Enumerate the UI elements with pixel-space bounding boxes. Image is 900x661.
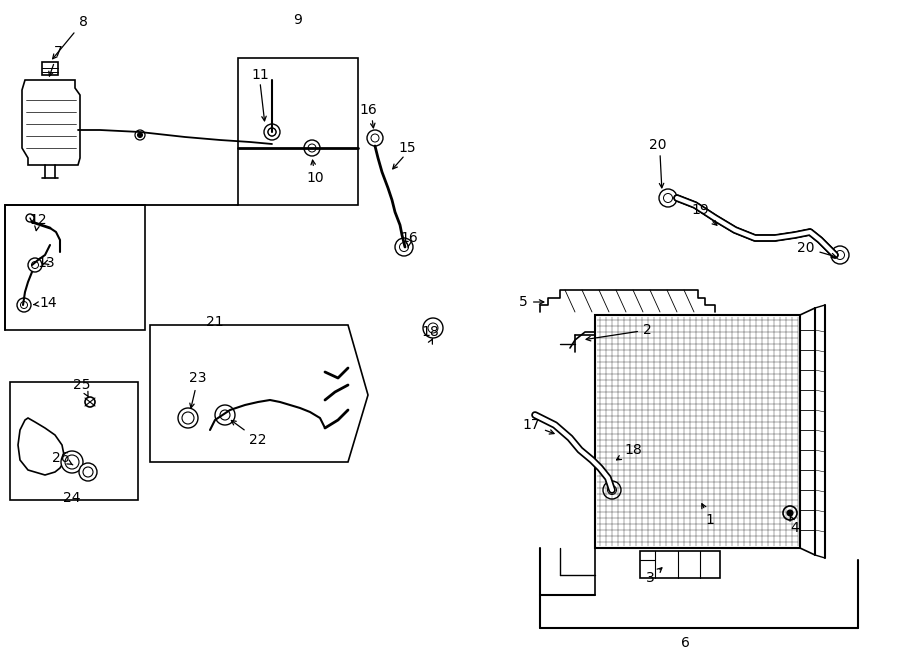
Text: 8: 8: [53, 15, 87, 59]
Text: 14: 14: [33, 296, 57, 310]
Circle shape: [663, 194, 672, 202]
Text: 11: 11: [251, 68, 269, 82]
Text: 17: 17: [522, 418, 554, 434]
Text: 18: 18: [616, 443, 642, 460]
Text: 13: 13: [38, 256, 55, 270]
Circle shape: [178, 408, 198, 428]
Circle shape: [182, 412, 194, 424]
Text: 2: 2: [586, 323, 652, 341]
Text: 4: 4: [790, 516, 799, 535]
Circle shape: [783, 506, 797, 520]
Circle shape: [831, 246, 849, 264]
Text: 20: 20: [649, 138, 667, 152]
Circle shape: [79, 463, 97, 481]
Bar: [595, 315, 800, 548]
Text: 25: 25: [73, 378, 91, 397]
Circle shape: [659, 189, 677, 207]
Circle shape: [215, 405, 235, 425]
Text: 3: 3: [646, 568, 662, 585]
Text: 12: 12: [29, 213, 47, 231]
Circle shape: [787, 510, 793, 516]
Text: 24: 24: [63, 491, 81, 505]
Text: 22: 22: [231, 420, 266, 447]
Polygon shape: [150, 325, 368, 462]
Circle shape: [32, 262, 39, 268]
Text: 23: 23: [189, 371, 207, 408]
Bar: [640, 551, 720, 578]
Circle shape: [603, 481, 621, 499]
Text: 10: 10: [306, 160, 324, 185]
Polygon shape: [22, 80, 80, 165]
Circle shape: [85, 397, 95, 407]
Circle shape: [21, 301, 28, 309]
Circle shape: [135, 130, 145, 140]
Text: 1: 1: [702, 504, 715, 527]
Circle shape: [423, 318, 443, 338]
Circle shape: [428, 323, 438, 333]
Circle shape: [268, 128, 276, 136]
Circle shape: [608, 485, 616, 494]
Circle shape: [28, 258, 42, 272]
Circle shape: [308, 144, 316, 152]
Circle shape: [26, 214, 34, 222]
Polygon shape: [18, 418, 65, 475]
Text: 20: 20: [797, 241, 836, 258]
Text: 15: 15: [398, 141, 416, 155]
Bar: [238, 58, 358, 205]
Circle shape: [264, 124, 280, 140]
Bar: [10, 382, 138, 500]
Circle shape: [367, 130, 383, 146]
Text: 16: 16: [359, 103, 377, 117]
Circle shape: [371, 134, 379, 142]
Text: 19: 19: [691, 203, 717, 225]
Text: 16: 16: [400, 231, 418, 248]
Circle shape: [83, 467, 93, 477]
Text: 18: 18: [421, 325, 439, 339]
Text: 26: 26: [52, 451, 73, 465]
Circle shape: [304, 140, 320, 156]
Circle shape: [268, 128, 276, 136]
Circle shape: [400, 243, 409, 251]
Circle shape: [395, 238, 413, 256]
Circle shape: [220, 410, 230, 420]
Text: 21: 21: [206, 315, 224, 329]
Circle shape: [61, 451, 83, 473]
Text: 9: 9: [293, 13, 302, 27]
Circle shape: [65, 455, 79, 469]
Circle shape: [17, 298, 31, 312]
Bar: [42, 62, 58, 75]
Circle shape: [138, 132, 142, 137]
Text: 6: 6: [680, 636, 689, 650]
Circle shape: [835, 251, 844, 260]
Text: 7: 7: [49, 45, 62, 76]
Bar: [5, 205, 145, 330]
Text: 5: 5: [519, 295, 544, 309]
